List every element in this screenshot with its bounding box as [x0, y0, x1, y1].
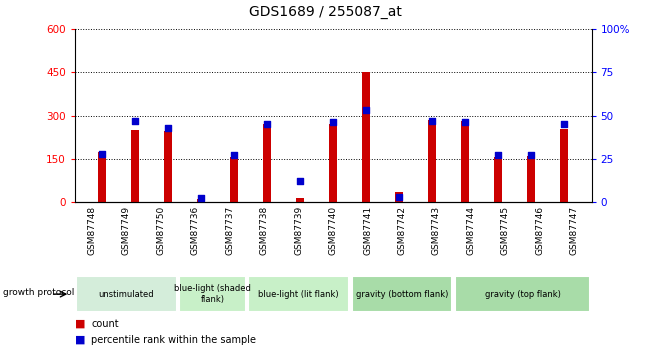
Point [394, 194, 404, 199]
Point [460, 120, 470, 125]
Text: GSM87746: GSM87746 [536, 206, 544, 255]
Bar [560, 128, 568, 202]
Text: GSM87748: GSM87748 [88, 206, 96, 255]
Text: GSM87745: GSM87745 [501, 206, 510, 255]
Bar [76, 276, 177, 312]
Text: GSM87740: GSM87740 [329, 206, 337, 255]
Point [427, 118, 437, 124]
Point [97, 151, 107, 156]
Text: growth protocol: growth protocol [3, 288, 75, 297]
Point [163, 125, 174, 130]
Text: gravity (bottom flank): gravity (bottom flank) [356, 289, 448, 299]
Point [196, 196, 207, 201]
Bar [461, 121, 469, 202]
Bar [395, 192, 403, 202]
Text: blue-light (shaded
flank): blue-light (shaded flank) [174, 284, 251, 304]
Bar [230, 157, 239, 202]
Bar [131, 130, 140, 202]
Bar [362, 72, 370, 202]
Text: GSM87744: GSM87744 [467, 206, 475, 255]
Point [361, 108, 371, 113]
Bar [248, 276, 349, 312]
Point [493, 152, 503, 158]
Bar [329, 124, 337, 202]
Text: GSM87747: GSM87747 [570, 206, 578, 255]
Text: GSM87742: GSM87742 [398, 206, 406, 255]
Bar [179, 276, 246, 312]
Point [328, 120, 338, 125]
Point [262, 121, 272, 127]
Text: GDS1689 / 255087_at: GDS1689 / 255087_at [248, 5, 402, 19]
Point [295, 178, 306, 184]
Text: GSM87743: GSM87743 [432, 206, 441, 255]
Text: count: count [91, 319, 119, 329]
Text: GSM87738: GSM87738 [260, 206, 268, 255]
Text: blue-light (lit flank): blue-light (lit flank) [258, 289, 339, 299]
Text: percentile rank within the sample: percentile rank within the sample [91, 335, 256, 345]
Text: GSM87736: GSM87736 [191, 206, 200, 255]
Bar [98, 151, 107, 202]
Text: unstimulated: unstimulated [99, 289, 154, 299]
Bar [494, 157, 502, 202]
Text: GSM87749: GSM87749 [122, 206, 131, 255]
Text: gravity (top flank): gravity (top flank) [485, 289, 560, 299]
Bar [352, 276, 452, 312]
Text: GSM87739: GSM87739 [294, 206, 303, 255]
Point [559, 121, 569, 127]
Text: ■: ■ [75, 335, 85, 345]
Text: ■: ■ [75, 319, 85, 329]
Text: GSM87737: GSM87737 [226, 206, 234, 255]
Bar [164, 131, 172, 202]
Bar [296, 197, 304, 202]
Bar [455, 276, 590, 312]
Bar [197, 199, 205, 202]
Point [229, 152, 239, 158]
Point [130, 118, 140, 124]
Bar [263, 124, 271, 202]
Bar [526, 156, 535, 202]
Text: GSM87741: GSM87741 [363, 206, 372, 255]
Text: GSM87750: GSM87750 [157, 206, 165, 255]
Bar [428, 120, 436, 202]
Point [526, 152, 536, 158]
